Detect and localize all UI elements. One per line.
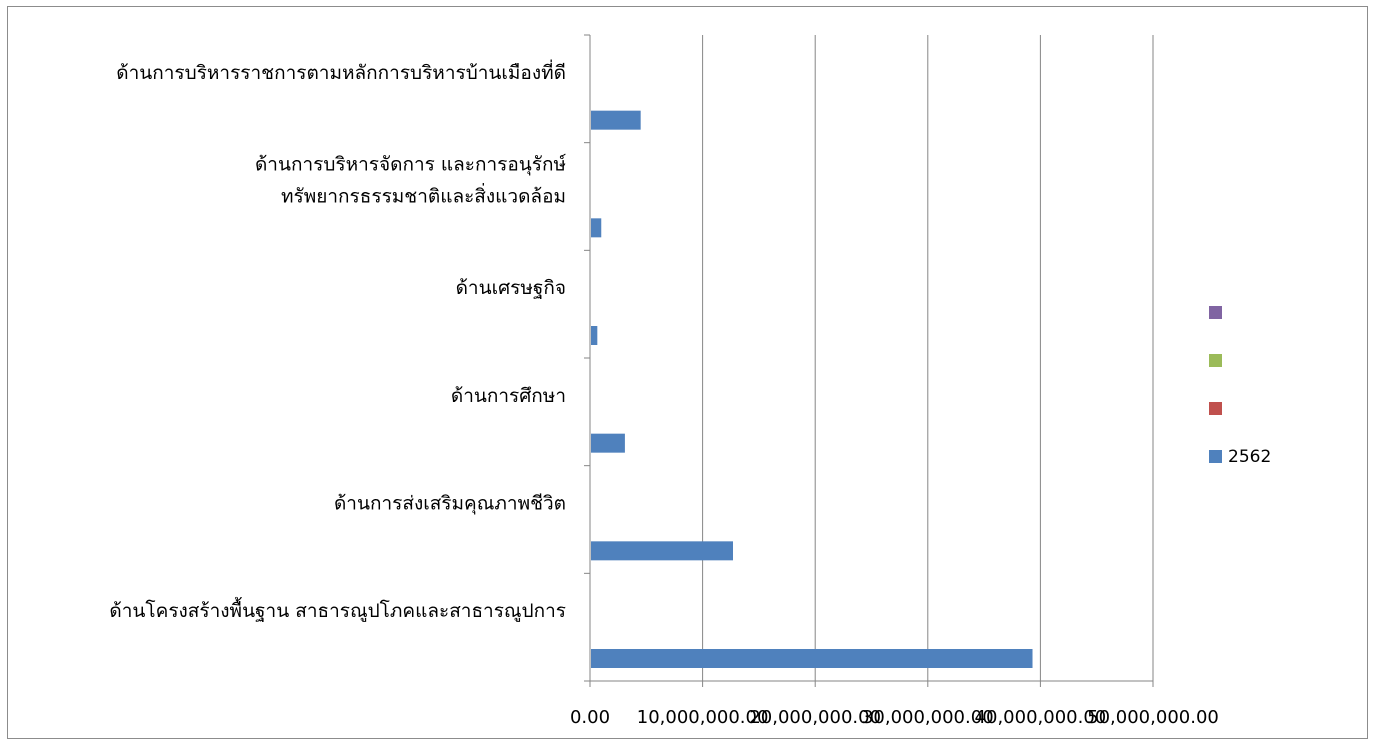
category-label: ด้านโครงสร้างพื้นฐาน สาธารณูปโภคและสาธาร… [109,597,566,622]
gridlines [702,35,1154,681]
category-label: ทรัพยากรธรรมชาติและสิ่งแวดล้อม [281,183,566,208]
bar [591,433,625,453]
category-label: ด้านการศึกษา [451,385,566,407]
bar [591,218,602,238]
category-label: ด้านการบริหารจัดการ และการอนุรักษ์ [255,154,566,177]
x-tick-label: 30,000,000.00 [862,707,994,728]
category-label: ด้านเศรษฐกิจ [456,277,566,299]
bar [591,541,734,561]
x-tick-labels: 0.00 10,000,000.0020,000,000.0030,000,000… [570,707,1219,728]
axes [584,34,1154,687]
x-tick-label: 0.00 [570,707,610,728]
category-label: ด้านการส่งเสริมคุณภาพชีวิต [334,493,566,516]
legend-swatch [1209,450,1222,463]
x-tick-label: 20,000,000.00 [749,707,881,728]
legend-swatch [1209,306,1222,319]
bar [591,326,598,345]
category-labels: ด้านโครงสร้างพื้นฐาน สาธารณูปโภคและสาธาร… [109,59,566,622]
legend-swatch [1209,354,1222,367]
x-tick-label: 50,000,000.00 [1087,707,1219,728]
bar [591,110,641,130]
x-tick-label: 40,000,000.00 [975,707,1107,728]
bar [591,649,1033,668]
legend: 2562 [1209,306,1271,467]
legend-label: 2562 [1228,447,1271,467]
category-label: ด้านการบริหารราชการตามหลักการบริหารบ้านเ… [116,59,566,84]
legend-swatch [1209,402,1222,415]
chart-frame [7,6,1368,739]
x-tick-label: 10,000,000.00 [637,707,769,728]
bars [591,110,1033,668]
